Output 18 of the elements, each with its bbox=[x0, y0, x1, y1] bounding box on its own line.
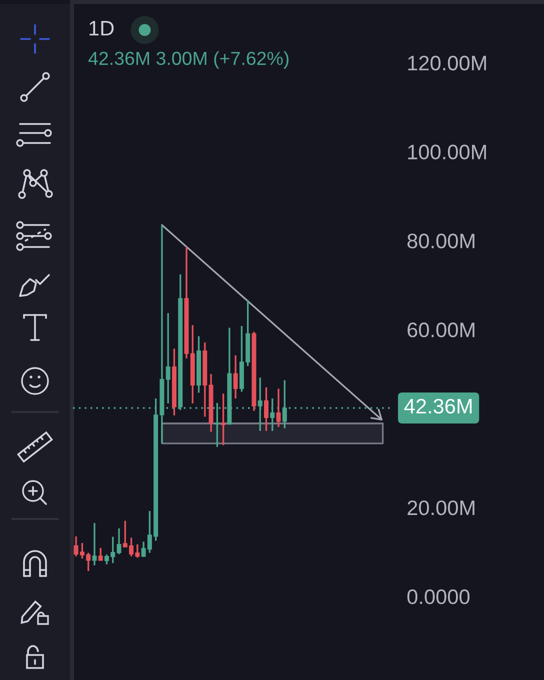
candlestick bbox=[166, 312, 170, 404]
text: 1D bbox=[90, 21, 114, 36]
text: 42.36M 3.00M (+7.62%) bbox=[88, 51, 289, 69]
candlestick bbox=[264, 386, 268, 432]
candlestick bbox=[270, 398, 275, 432]
y-tick-label: 80.00M bbox=[407, 234, 474, 248]
candlestick bbox=[92, 522, 97, 566]
ref-line-label: 42.36M bbox=[404, 398, 472, 414]
y-tick-label: 20.00M bbox=[408, 500, 474, 516]
candlestick bbox=[221, 392, 226, 446]
candlestick bbox=[233, 354, 238, 400]
candlestick bbox=[98, 547, 103, 562]
y-tick-label: 100.00M bbox=[408, 144, 486, 160]
candlestick bbox=[276, 388, 281, 428]
y-tick-label: 0.0000 bbox=[407, 589, 470, 604]
candlestick bbox=[116, 528, 122, 555]
y-tick-label: 60.00M bbox=[408, 322, 474, 338]
y-tick-label: 120.00M bbox=[408, 56, 486, 70]
